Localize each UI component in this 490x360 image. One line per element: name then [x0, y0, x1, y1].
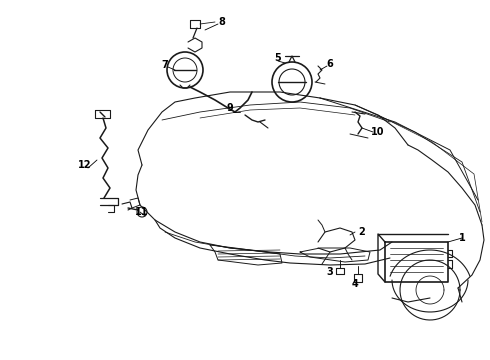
- Text: 9: 9: [227, 103, 233, 113]
- Text: 11: 11: [135, 207, 149, 217]
- Text: 4: 4: [352, 279, 358, 289]
- Text: 5: 5: [274, 53, 281, 63]
- Text: 1: 1: [459, 233, 466, 243]
- Text: 7: 7: [162, 60, 169, 70]
- Text: 3: 3: [327, 267, 333, 277]
- Text: 8: 8: [219, 17, 225, 27]
- Text: 12: 12: [78, 160, 92, 170]
- Text: 10: 10: [371, 127, 385, 137]
- Text: 2: 2: [359, 227, 366, 237]
- Text: 6: 6: [327, 59, 333, 69]
